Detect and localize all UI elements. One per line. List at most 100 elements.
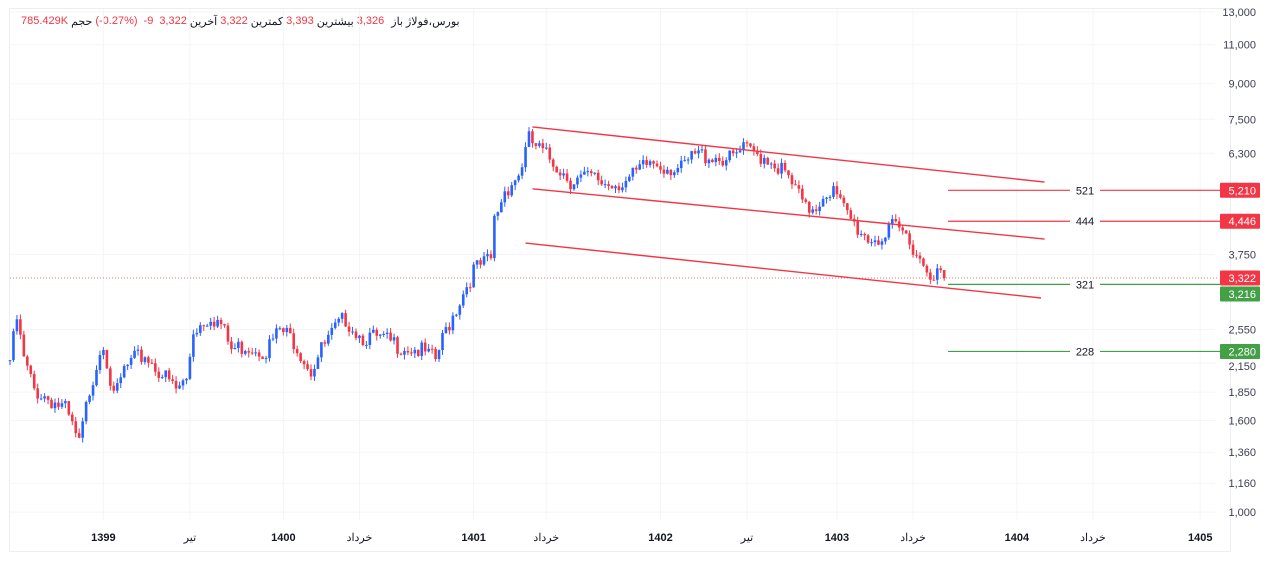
last-price-badge-text: 3,322	[1228, 273, 1256, 285]
candle-body	[908, 233, 911, 245]
y-tick-label: 1,160	[1228, 478, 1256, 490]
candle	[313, 364, 316, 381]
candle-body	[517, 175, 520, 181]
candle-body	[268, 339, 271, 359]
candle-body	[538, 143, 541, 146]
candle	[57, 397, 60, 411]
candle	[863, 232, 866, 241]
change-value: -9	[143, 15, 154, 27]
candle	[53, 398, 57, 413]
candle	[596, 169, 600, 186]
candle-body	[195, 332, 199, 335]
candle-body	[406, 350, 410, 353]
candle	[361, 333, 365, 347]
candle	[718, 153, 721, 165]
candle-body	[327, 334, 330, 344]
candle-body	[171, 379, 174, 381]
candle-body	[354, 331, 358, 339]
candle-body	[143, 357, 147, 362]
high-label: بیشترین	[316, 16, 354, 28]
candle	[489, 250, 493, 261]
candle	[143, 356, 147, 365]
candle-body	[389, 332, 392, 341]
candle-body	[178, 385, 181, 389]
candle-body	[600, 180, 603, 185]
candle-body	[264, 358, 268, 360]
candle	[26, 354, 29, 371]
candle-body	[302, 361, 306, 365]
candle	[493, 214, 496, 262]
candle-body	[396, 337, 399, 354]
candle	[70, 411, 74, 426]
candle	[84, 400, 88, 425]
candle	[569, 177, 572, 195]
candle	[423, 338, 427, 356]
candle-body	[486, 254, 489, 257]
candle-body	[368, 332, 372, 345]
candle	[347, 321, 351, 337]
candle	[226, 322, 230, 345]
y-tick-label: 1,000	[1228, 507, 1256, 519]
candle-body	[212, 321, 216, 327]
candle	[247, 347, 251, 358]
candle-body	[64, 401, 67, 404]
candle-body	[503, 191, 507, 203]
candle-body	[392, 337, 396, 341]
candle-body	[84, 401, 88, 422]
candle	[873, 235, 877, 247]
candle-body	[427, 348, 430, 352]
candle-body	[434, 348, 437, 360]
candle	[50, 397, 53, 409]
high-value: 3,393	[286, 15, 314, 27]
candle-body	[666, 169, 669, 174]
candle-body	[8, 360, 12, 362]
candle-body	[884, 237, 887, 242]
candle-body	[441, 333, 444, 351]
candle-body	[247, 351, 251, 353]
y-tick-label: 2,150	[1228, 361, 1256, 373]
candle-body	[216, 319, 219, 327]
candle	[455, 313, 458, 317]
candle	[839, 190, 842, 200]
candle	[427, 343, 430, 353]
candle	[375, 327, 379, 341]
candle-body	[790, 175, 794, 185]
candle-body	[43, 396, 46, 399]
candle	[721, 156, 725, 167]
candle-body	[510, 185, 513, 196]
candle	[939, 265, 943, 273]
x-tick-label: 1403	[825, 532, 849, 544]
candle	[8, 360, 12, 366]
candle	[835, 181, 839, 200]
candle	[327, 330, 330, 346]
candle-body	[756, 150, 759, 155]
candle-body	[292, 333, 296, 350]
candle	[538, 140, 541, 148]
candle	[735, 148, 738, 159]
candle	[648, 159, 652, 168]
y-tick-label: 13,000	[1222, 7, 1256, 19]
candle	[285, 324, 289, 337]
candle-body	[74, 421, 78, 434]
candle-body	[53, 402, 57, 409]
candle	[67, 400, 71, 417]
candle-body	[340, 313, 344, 319]
candle	[437, 349, 441, 362]
candle	[468, 282, 472, 293]
candle-body	[731, 150, 735, 154]
candle-body	[403, 350, 406, 355]
symbol-header: بورس فولاژ، باز 3,326 بیشترین 3,393 کمتر…	[18, 15, 460, 28]
candle-body	[846, 203, 849, 211]
candle	[205, 323, 209, 327]
candle-body	[188, 356, 192, 379]
candle-body	[797, 185, 801, 189]
candle-body	[832, 186, 835, 197]
candle	[19, 314, 22, 340]
candle	[320, 342, 323, 363]
candle-body	[738, 150, 742, 153]
candle	[773, 159, 776, 172]
candle-body	[337, 318, 340, 323]
candle	[216, 315, 219, 328]
candle-body	[91, 385, 95, 396]
